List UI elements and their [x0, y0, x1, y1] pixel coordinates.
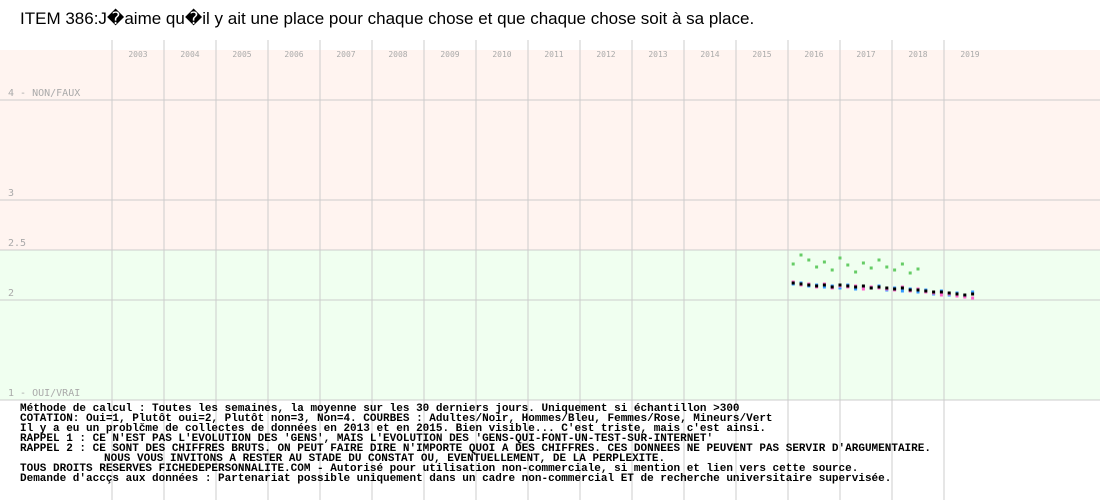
data-point: [838, 256, 842, 260]
x-tick-label: 2006: [284, 50, 303, 59]
x-tick-label: 2013: [648, 50, 667, 59]
notes: Méthode de calcul : Toutes les semaines,…: [20, 403, 931, 485]
y-tick-label: 4 - NON/FAUX: [8, 88, 80, 99]
x-tick-label: 2009: [440, 50, 459, 59]
x-tick-label: 2008: [388, 50, 407, 59]
data-point: [900, 286, 904, 290]
x-tick-label: 2014: [700, 50, 719, 59]
data-point: [971, 290, 975, 294]
data-point: [908, 271, 912, 275]
x-tick-label: 2012: [596, 50, 615, 59]
note-line: Il y a eu un problčme de collectes de do…: [20, 423, 766, 435]
data-point: [955, 294, 959, 298]
data-point: [947, 291, 951, 295]
x-tick-label: 2010: [492, 50, 511, 59]
data-point: [854, 270, 858, 274]
data-point: [846, 263, 850, 267]
note-line: Méthode de calcul : Toutes les semaines,…: [20, 403, 740, 415]
data-point: [939, 293, 943, 297]
data-point: [955, 292, 959, 296]
data-point: [885, 286, 889, 290]
data-point: [908, 288, 912, 292]
data-point: [869, 286, 873, 290]
data-point: [963, 295, 967, 299]
data-point: [932, 290, 936, 294]
note-line: COTATION: Oui=1, Plutôt oui=2, Plutôt no…: [20, 413, 773, 425]
x-tick-label: 2018: [908, 50, 927, 59]
data-point: [807, 258, 811, 262]
data-point: [971, 296, 975, 300]
data-point: [791, 281, 795, 285]
data-point: [963, 293, 967, 297]
data-point: [822, 285, 826, 289]
data-point: [916, 267, 920, 271]
note-line: Demande d'accçs aux données : Partenaria…: [20, 473, 891, 485]
background-band: [0, 50, 1100, 250]
data-point: [900, 262, 904, 266]
data-point: [846, 284, 850, 288]
data-point: [877, 285, 881, 289]
note-line: TOUS DROITS RESERVES FICHEDEPERSONNALITE…: [20, 463, 858, 475]
data-point: [822, 283, 826, 287]
data-point: [893, 268, 897, 272]
data-point: [799, 282, 803, 286]
data-point: [838, 283, 842, 287]
data-point: [838, 286, 842, 290]
data-point: [916, 288, 920, 292]
chart-title: ITEM 386:J�aime qu�il y ait une place po…: [20, 8, 754, 28]
x-tick-label: 2016: [804, 50, 823, 59]
x-tick-label: 2019: [960, 50, 979, 59]
y-tick-label: 3: [8, 188, 14, 199]
note-line: RAPPEL 1 : CE N'EST PAS L'EVOLUTION DES …: [20, 433, 713, 445]
note-line: RAPPEL 2 : CE SONT DES CHIFFRES BRUTS. O…: [20, 443, 931, 455]
data-point: [885, 265, 889, 269]
x-tick-label: 2003: [128, 50, 147, 59]
y-tick-label: 2.5: [8, 238, 26, 249]
data-point: [799, 253, 803, 257]
data-point: [815, 284, 819, 288]
note-line: NOUS VOUS INVITONS A RESTER AU STADE DU …: [104, 453, 665, 465]
x-tick-label: 2004: [180, 50, 199, 59]
data-point: [807, 283, 811, 287]
y-tick-label: 1 - OUI/VRAI: [8, 388, 80, 399]
data-point: [924, 289, 928, 293]
data-point: [900, 289, 904, 293]
data-point: [971, 292, 975, 296]
data-point: [861, 261, 865, 265]
data-point: [861, 284, 865, 288]
data-point: [815, 265, 819, 269]
x-tick-label: 2005: [232, 50, 251, 59]
data-point: [869, 266, 873, 270]
data-point: [939, 290, 943, 294]
data-point: [822, 260, 826, 264]
background-band: [0, 250, 1100, 400]
data-point: [830, 268, 834, 272]
x-tick-label: 2017: [856, 50, 875, 59]
x-tick-label: 2011: [544, 50, 563, 59]
data-point: [854, 287, 858, 291]
data-point: [861, 287, 865, 291]
x-tick-label: 2015: [752, 50, 771, 59]
x-tick-label: 2007: [336, 50, 355, 59]
data-point: [830, 285, 834, 289]
y-tick-label: 2: [8, 288, 14, 299]
data-point: [854, 285, 858, 289]
data-point: [791, 262, 795, 266]
data-point: [916, 290, 920, 294]
data-point: [893, 287, 897, 291]
data-point: [877, 258, 881, 262]
